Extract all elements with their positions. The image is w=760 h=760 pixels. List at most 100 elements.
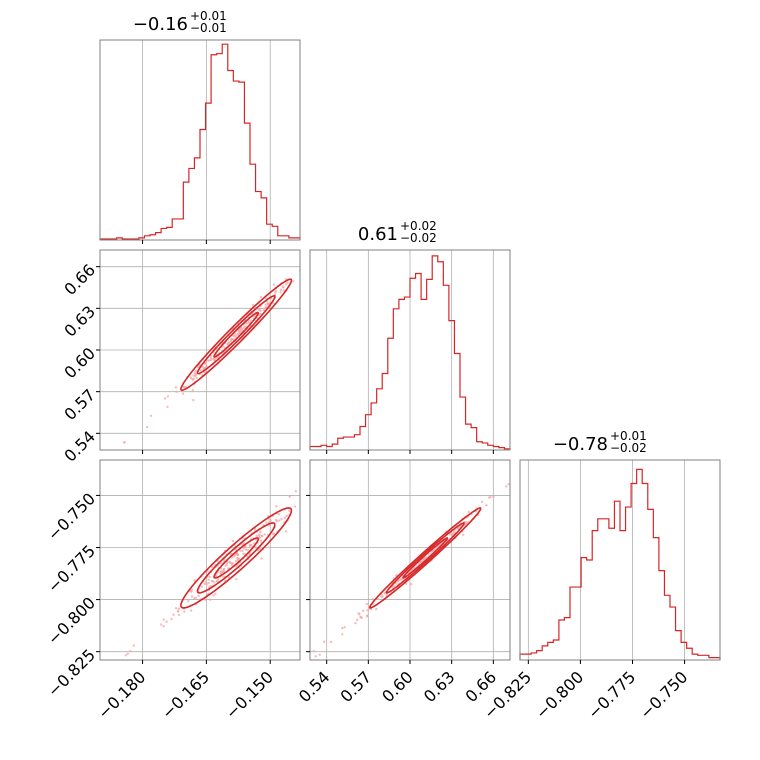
- sample-point: [359, 616, 362, 619]
- sample-point: [262, 308, 265, 312]
- sample-point: [291, 279, 295, 283]
- sample-point: [409, 582, 413, 586]
- sample-point: [183, 610, 186, 613]
- sample-point: [230, 562, 233, 565]
- sample-point: [193, 578, 196, 582]
- sample-point: [207, 578, 210, 581]
- sample-point: [300, 509, 302, 511]
- sample-point: [211, 565, 214, 569]
- sample-point: [206, 570, 210, 573]
- sample-point: [375, 607, 378, 611]
- contour-line: [213, 537, 260, 579]
- sample-point: [425, 556, 428, 559]
- sample-point: [182, 385, 185, 388]
- sample-point: [160, 623, 163, 626]
- sample-point: [251, 304, 255, 307]
- sample-point: [229, 552, 232, 556]
- sample-point: [343, 625, 346, 629]
- y-tick-label: −0.750: [44, 489, 99, 544]
- sample-point: [255, 534, 259, 537]
- sample-point: [254, 546, 258, 549]
- x-tick-label: 0.57: [337, 667, 376, 706]
- sample-point: [316, 246, 318, 248]
- sample-point: [395, 573, 398, 577]
- x-tick-label: −0.150: [222, 667, 277, 722]
- sample-point: [244, 325, 247, 328]
- histogram-panel-0: −0.16 +0.01−0.01: [99, 9, 301, 244]
- sample-point: [261, 534, 264, 538]
- sample-point: [222, 568, 226, 571]
- sample-point: [110, 665, 112, 667]
- sample-point: [259, 539, 263, 542]
- sample-point: [280, 517, 283, 521]
- sample-point: [214, 592, 217, 596]
- sample-point: [129, 649, 132, 653]
- scatter-points: [82, 489, 314, 690]
- sample-point: [249, 319, 253, 322]
- sample-point: [187, 600, 190, 603]
- sample-point: [227, 341, 230, 345]
- sample-point: [303, 261, 305, 263]
- sample-point: [244, 548, 248, 551]
- sample-point: [249, 543, 253, 547]
- histogram-step-line: [519, 468, 721, 660]
- sample-point: [197, 594, 200, 598]
- sample-point: [208, 359, 211, 362]
- sample-point: [383, 591, 386, 595]
- sample-point: [205, 582, 208, 586]
- sample-point: [492, 495, 495, 499]
- sample-point: [216, 577, 220, 581]
- sample-point: [162, 625, 165, 628]
- panel-title-median: 0.61: [358, 224, 398, 245]
- sample-point: [145, 425, 149, 429]
- panel-frame: [99, 39, 301, 241]
- sample-point: [361, 609, 365, 613]
- histogram-panel-2: −0.78 +0.01−0.02: [519, 429, 721, 664]
- sample-point: [284, 283, 288, 286]
- sample-point: [170, 617, 173, 621]
- panel-title-upper: +0.01: [190, 9, 227, 23]
- y-tick-label: 0.66: [60, 260, 99, 299]
- sample-point: [181, 392, 185, 395]
- sample-point: [286, 281, 289, 284]
- sample-point: [200, 585, 204, 588]
- histogram-step-line: [309, 255, 511, 450]
- sample-point: [174, 607, 178, 610]
- sample-point: [163, 397, 167, 400]
- sample-point: [259, 295, 263, 299]
- sample-point: [224, 564, 227, 568]
- panel-frame: [519, 459, 721, 661]
- x-tick-label: 0.54: [295, 667, 334, 706]
- sample-point: [82, 688, 84, 690]
- sample-point: [204, 580, 208, 584]
- sample-point: [314, 655, 317, 658]
- sample-point: [264, 306, 267, 309]
- sample-point: [259, 530, 262, 534]
- sample-point: [266, 300, 269, 303]
- y-tick-label: −0.775: [44, 541, 99, 596]
- sample-point: [283, 516, 287, 520]
- y-tick-label: 0.63: [60, 302, 99, 341]
- contour-line: [196, 295, 276, 375]
- sample-point: [258, 307, 262, 310]
- sample-point: [177, 613, 181, 617]
- sample-point: [355, 618, 359, 622]
- x-tick-label: −0.180: [94, 667, 149, 722]
- sample-point: [279, 288, 283, 292]
- sample-point: [341, 626, 344, 630]
- scatter-points: [123, 246, 318, 444]
- sample-point: [461, 533, 465, 536]
- sample-point: [357, 612, 360, 615]
- sample-point: [312, 499, 314, 501]
- sample-point: [226, 560, 230, 564]
- sample-point: [212, 594, 215, 597]
- sample-point: [248, 321, 251, 324]
- sample-point: [203, 370, 206, 374]
- sample-point: [489, 495, 492, 499]
- sample-point: [174, 386, 178, 389]
- sample-point: [281, 286, 285, 289]
- sample-point: [294, 489, 298, 493]
- sample-point: [220, 570, 223, 574]
- sample-point: [245, 321, 248, 325]
- sample-point: [365, 602, 369, 606]
